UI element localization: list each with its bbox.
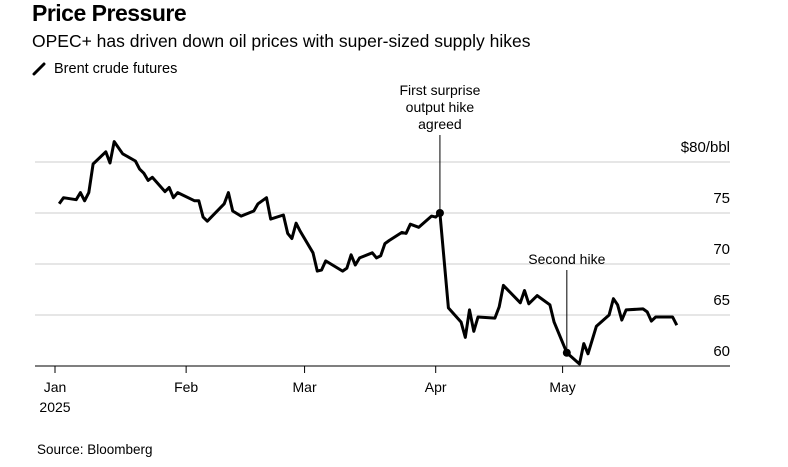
line-chart: 60 65 70 75 $80/bbl Jan Feb Mar Apr May 2025 Firs… xyxy=(35,82,730,415)
annotation-markers xyxy=(435,209,571,357)
chart-title: Price Pressure xyxy=(32,0,187,26)
source-note: Source: Bloomberg xyxy=(37,442,153,457)
x-tick-label: Jan xyxy=(44,379,67,395)
y-tick-label: 70 xyxy=(713,241,730,258)
y-tick-label: 75 xyxy=(713,190,730,207)
x-axis: Jan Feb Mar Apr May 2025 xyxy=(35,365,730,415)
annotation-text: Second hike xyxy=(528,251,605,267)
annotation-marker xyxy=(562,348,571,357)
legend-label: Brent crude futures xyxy=(54,61,178,77)
x-tick-label: Apr xyxy=(425,379,447,395)
x-year-label: 2025 xyxy=(39,399,70,415)
y-tick-label: 60 xyxy=(713,343,730,360)
y-tick-label: $80/bbl xyxy=(681,139,730,156)
y-axis-labels: 60 65 70 75 $80/bbl xyxy=(681,139,730,360)
x-tick-label: Feb xyxy=(174,379,198,395)
x-tick-label: May xyxy=(549,379,575,395)
annotation-text: output hike xyxy=(406,99,475,115)
series-line-brent xyxy=(57,140,679,366)
x-tick-label: Mar xyxy=(293,379,317,395)
gridlines xyxy=(35,161,730,316)
annotation-text: agreed xyxy=(418,116,462,132)
annotation-marker xyxy=(435,209,444,217)
legend-line-icon xyxy=(32,62,46,76)
annotation-text: First surprise xyxy=(399,82,480,98)
chart-subtitle: OPEC+ has driven down oil prices with su… xyxy=(32,31,531,51)
legend: Brent crude futures xyxy=(32,61,177,77)
y-tick-label: 65 xyxy=(713,292,730,309)
